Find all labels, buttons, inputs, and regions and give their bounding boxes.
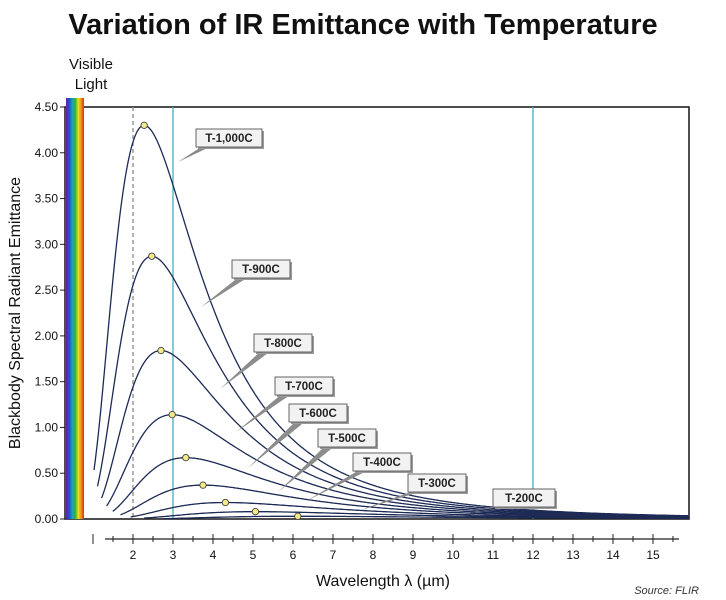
callout-box-6 — [352, 452, 412, 472]
callout-box-0 — [195, 128, 263, 148]
x-tick-label: 15 — [646, 548, 660, 562]
series-label-0: T-1,000C — [205, 133, 252, 145]
callout-box-8 — [492, 488, 556, 508]
series-line-1 — [96, 255, 688, 517]
visible-light-label-line2: Light — [75, 76, 108, 93]
x-tick-label: 5 — [250, 548, 257, 562]
callout-pointer-0 — [178, 145, 214, 162]
peak-marker-8 — [294, 512, 302, 520]
callout-box-4 — [288, 403, 348, 423]
x-tick-label: 12 — [526, 548, 540, 562]
callout-pointer-7 — [358, 490, 426, 511]
x-tick-label: 2 — [130, 548, 137, 562]
x-tick-label: 11 — [487, 548, 500, 562]
x-tick-label: 10 — [446, 548, 460, 562]
series-label-4: T-600C — [299, 408, 337, 420]
y-tick-label: 1.50 — [35, 375, 59, 389]
y-tick-label: 0.50 — [35, 466, 59, 480]
x-tick-label: 3 — [170, 548, 177, 562]
callout-box-1 — [231, 259, 291, 279]
callout-box-3 — [274, 376, 334, 396]
callout-pointer-3 — [236, 393, 293, 432]
callout-pointer-4 — [248, 420, 307, 468]
callout-pointer-2 — [220, 350, 272, 389]
series-label-7: T-300C — [418, 478, 456, 490]
peak-marker-1 — [148, 252, 156, 260]
x-tick-label: 9 — [410, 548, 417, 562]
y-tick-label: 4.00 — [35, 146, 59, 160]
series-label-2: T-800C — [264, 338, 302, 350]
series-line-8 — [163, 515, 689, 520]
visible-light-band — [66, 98, 84, 519]
peak-marker-3 — [168, 410, 176, 419]
series-line-0 — [93, 124, 688, 517]
series-label-5: T-500C — [328, 433, 366, 445]
plot-area: 0.00 0.50 1.00 1.50 2.00 2.50 3.00 3.50 4.00 4.50… — [35, 98, 690, 562]
series-line-5 — [120, 484, 689, 519]
y-tick-label: 3.00 — [35, 237, 59, 251]
x-tick-label: 6 — [290, 548, 297, 562]
callout-pointer-6 — [306, 469, 371, 501]
x-tick-label: 13 — [566, 548, 580, 562]
peak-marker-4 — [182, 454, 190, 462]
series-label-1: T-900C — [242, 264, 280, 276]
peak-marker-2 — [157, 346, 165, 355]
x-axis-label: Wavelength λ (µm) — [316, 573, 450, 590]
visible-light-label-line1: Visible — [69, 56, 113, 73]
callout-box-7 — [407, 473, 467, 493]
source-note: Source: FLIR — [634, 585, 699, 597]
y-tick-label: 3.50 — [35, 192, 59, 206]
callout-box-5 — [317, 428, 377, 448]
peak-marker-7 — [251, 508, 260, 516]
x-tick-label: 14 — [606, 548, 620, 562]
x-tick-label: 7 — [330, 548, 337, 562]
callout-pointer-5 — [278, 445, 336, 492]
series-label-6: T-400C — [363, 457, 401, 469]
series-label-8: T-200C — [505, 493, 543, 505]
y-tick-label: 0.00 — [35, 512, 59, 526]
y-tick-label: 4.50 — [35, 100, 59, 114]
y-tick-label: 1.00 — [35, 420, 59, 434]
chart-title: Variation of IR Emittance with Temperatu… — [68, 9, 657, 41]
x-tick-label: 8 — [370, 548, 377, 562]
y-axis-label: Blackbody Spectral Radiant Emittance — [7, 177, 24, 449]
x-tick-label: 4 — [210, 548, 217, 562]
y-tick-label: 2.00 — [35, 329, 59, 343]
peak-marker-6 — [221, 498, 230, 507]
y-tick-label: 2.50 — [35, 283, 59, 297]
peak-marker-0 — [140, 121, 148, 129]
plot-frame — [64, 106, 690, 520]
callout-pointer-1 — [201, 276, 250, 307]
series-label-3: T-700C — [285, 381, 323, 393]
callout-box-2 — [253, 333, 313, 353]
peak-marker-5 — [199, 481, 207, 489]
